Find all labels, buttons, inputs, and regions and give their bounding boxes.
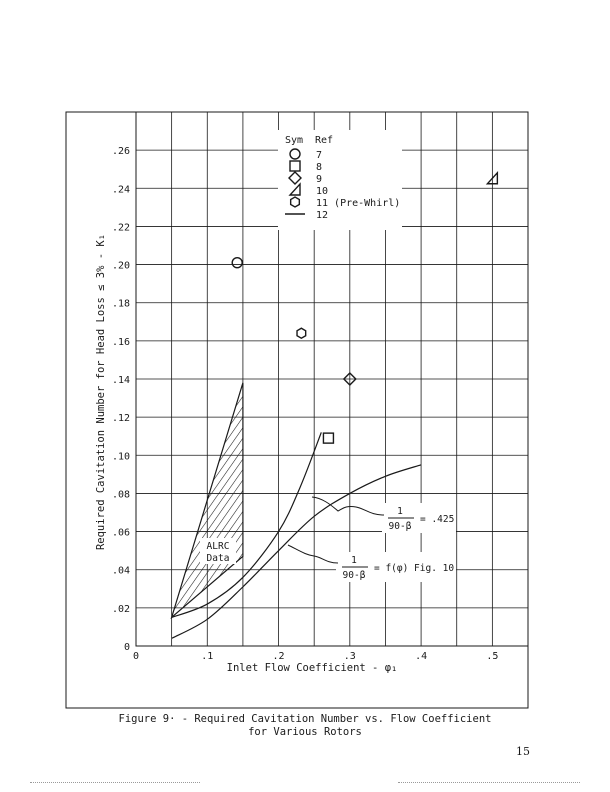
- y-tick-label: .22: [112, 222, 130, 233]
- x-tick-labels: 0 .1 .2 .3 .4 .5: [133, 651, 498, 662]
- curve-annotations: 1 90-β = .425 1 90-β = f(φ) Fig. 10: [287, 496, 456, 582]
- y-tick-label: .16: [112, 337, 130, 348]
- caption-line-1: Figure 9· - Required Cavitation Number v…: [118, 713, 492, 725]
- annotation-2-denominator: 90-β: [343, 570, 366, 581]
- alrc-label-background: [200, 538, 236, 564]
- y-tick-label: .02: [112, 604, 130, 615]
- x-axis-label: Inlet Flow Coefficient - φ₁: [227, 662, 398, 674]
- annotation-1-denominator: 90-β: [389, 521, 412, 532]
- legend-entry-label: 12: [316, 210, 328, 221]
- legend-entry-label: 7: [316, 150, 322, 161]
- data-point-hexagon: [296, 327, 307, 340]
- y-tick-label: .18: [112, 299, 130, 310]
- legend-entry-label: 10: [316, 186, 328, 197]
- figure-caption: Figure 9· - Required Cavitation Number v…: [0, 713, 610, 739]
- y-tick-label: .24: [112, 184, 130, 195]
- x-tick-label: .4: [415, 651, 427, 662]
- x-tick-label: .2: [273, 651, 285, 662]
- annotation-2-value: = f(φ) Fig. 10: [374, 563, 454, 574]
- legend-symbol-square: [289, 160, 301, 172]
- data-point-circle: [231, 256, 243, 269]
- curves: [171, 432, 422, 639]
- data-points: [231, 170, 499, 444]
- legend-header-ref: Ref: [315, 135, 333, 146]
- y-tick-label: .08: [112, 489, 130, 500]
- x-tick-label: .1: [201, 651, 213, 662]
- y-tick-label: .26: [112, 146, 130, 157]
- data-point-diamond: [342, 372, 357, 386]
- annotation-1-leader: [311, 496, 385, 516]
- data-point-triangle: [485, 170, 499, 185]
- y-tick-label: .14: [112, 375, 130, 386]
- x-tick-label: .5: [486, 651, 498, 662]
- y-tick-label: .12: [112, 413, 130, 424]
- y-axis-label: Required Cavitation Number for Head Loss…: [95, 234, 107, 550]
- data-point-square: [322, 432, 335, 444]
- footer-dots-left: [30, 782, 200, 783]
- annotation-1-numerator: 1: [397, 506, 403, 517]
- alrc-label: Data: [207, 553, 230, 564]
- annotation-2-leader: [287, 544, 339, 564]
- legend-symbol-triangle: [288, 182, 301, 196]
- caption-line-2: for Various Rotors: [248, 726, 362, 738]
- x-tick-label: .3: [344, 651, 356, 662]
- legend-symbol-hexagon: [289, 196, 301, 208]
- footer-dots-right: [398, 782, 580, 783]
- y-tick-label: .20: [112, 261, 130, 272]
- curve-line: [171, 464, 422, 639]
- legend-symbol-circle: [289, 148, 301, 160]
- y-tick-label: .10: [112, 451, 130, 462]
- legend-header-sym: Sym: [285, 135, 303, 146]
- annotation-1-value: = .425: [420, 514, 454, 525]
- alrc-label: ALRC: [207, 541, 230, 552]
- page-number: 15: [516, 745, 530, 758]
- y-tick-label: 0: [124, 642, 130, 653]
- y-tick-label: .06: [112, 528, 130, 539]
- y-tick-label: .04: [112, 566, 130, 577]
- y-tick-labels: 0 .02 .04 .06 .08 .10 .12 .14 .16 .18 .20 .22 .24 .26: [112, 146, 130, 653]
- annotation-2-numerator: 1: [351, 555, 357, 566]
- legend-symbol-diamond: [288, 171, 302, 185]
- legend-entry-label: 8: [316, 162, 322, 173]
- legend-entry-label: 9: [316, 174, 322, 185]
- legend-entry-label: 11 (Pre-Whirl): [316, 198, 400, 209]
- curve-line: [171, 432, 322, 618]
- x-tick-label: 0: [133, 651, 139, 662]
